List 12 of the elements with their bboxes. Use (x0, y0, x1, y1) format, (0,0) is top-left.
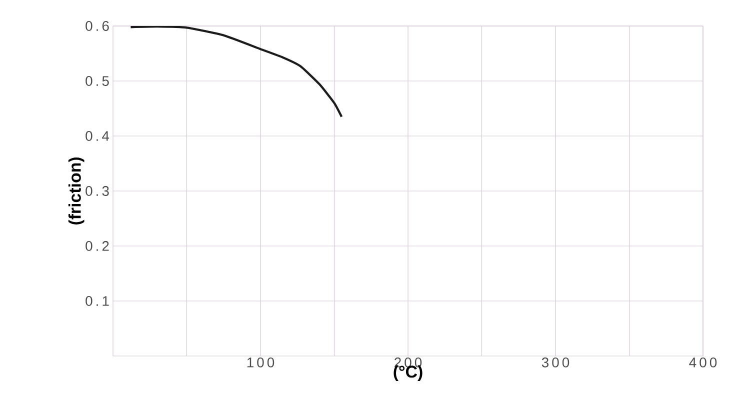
y-axis-title: (friction) (68, 158, 84, 224)
y-tick-label: 0 . 1 (86, 296, 109, 306)
y-tick-label: 0 . 2 (86, 241, 109, 251)
x-tick-label: 3 0 0 (542, 358, 570, 368)
x-tick-label: 1 0 0 (247, 358, 274, 368)
x-tick-label: 4 0 0 (689, 358, 717, 368)
y-tick-label: 0 . 6 (86, 21, 109, 31)
x-axis-title: (°C) (394, 365, 422, 382)
y-tick-label: 0 . 4 (86, 131, 110, 141)
y-tick-label: 0 . 5 (86, 76, 109, 86)
line-series (130, 26, 343, 118)
y-tick-label: 0 . 3 (86, 186, 109, 196)
